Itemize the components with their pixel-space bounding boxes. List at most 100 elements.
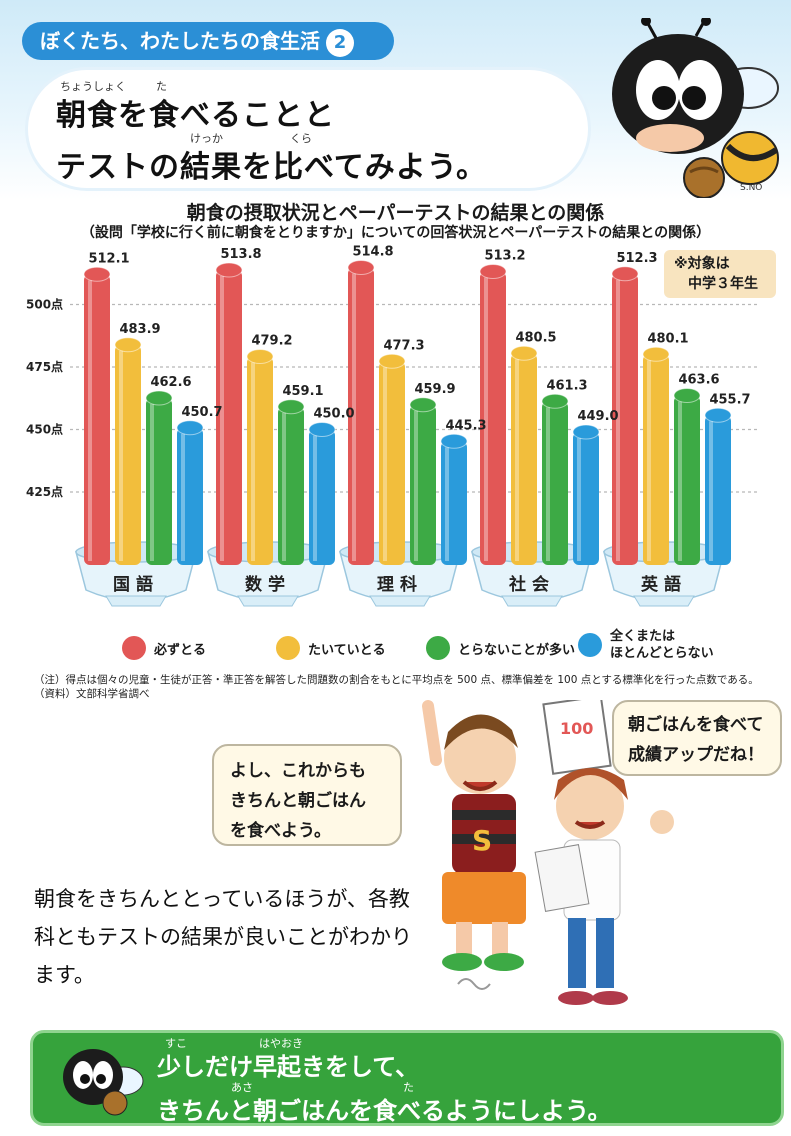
bar-cap: [673, 388, 701, 403]
bar-highlight: [150, 404, 154, 561]
bar-highlight: [220, 276, 224, 561]
ruby-ta-2: た: [403, 1081, 414, 1094]
headline-line1: 朝食を食べることと: [56, 98, 335, 133]
data-label: 514.8: [352, 245, 393, 260]
bubble-girl-line: 朝ごはんを食べて: [628, 715, 764, 735]
chart-source: （資料）文部科学省調べ: [34, 688, 150, 700]
chart-title: 朝食の摂取状況とペーパーテストの結果との関係: [186, 202, 605, 224]
bar-cap: [215, 262, 243, 278]
children-illustration: S 100: [422, 700, 674, 1005]
bar: [441, 441, 467, 565]
legend-label: とらないことが多い: [458, 642, 576, 658]
category-label: 数学: [245, 574, 291, 595]
bar-chart: 500点 475点 450点 425点 512.1 483.9 462.6 450.7 513…: [26, 245, 760, 607]
bar-highlight: [577, 438, 581, 561]
legend-item: とらないことが多い: [426, 636, 575, 660]
legend-swatch-yellow: [276, 636, 300, 660]
bar: [612, 273, 638, 565]
ruby-sukoshi: すこ: [165, 1037, 187, 1050]
chart-y-ticks: 500点 475点 450点 425点: [26, 297, 63, 500]
category-label: 理科: [377, 574, 423, 595]
bar: [146, 398, 172, 565]
target-note: ※対象は 中学３年生: [664, 250, 776, 298]
bar-cap: [83, 266, 111, 282]
category-label: 国語: [113, 574, 159, 595]
bar-highlight: [647, 360, 651, 561]
bar-cap: [704, 407, 732, 423]
bar: [348, 267, 374, 565]
ruby-asa: あさ: [231, 1081, 253, 1094]
bee-mascot-small-illustration: [63, 1049, 144, 1116]
chart-legend: 必ずとる たいていとる とらないことが多い 全くまたは ほとんどとらない: [0, 628, 791, 668]
bar: [309, 429, 335, 565]
bottom-message-band: すこ はやおき 少しだけ早起きをして、 あさ た きちんと朝ごはんを食べるように…: [30, 1030, 784, 1126]
data-label: 450.0: [313, 407, 354, 422]
bowl-foot: [237, 595, 299, 607]
bowl-foot: [369, 595, 431, 607]
bar-cap: [145, 390, 173, 406]
data-label: 512.3: [616, 251, 657, 266]
series-label: ぼくたち、わたしたちの食生活: [40, 29, 320, 53]
summary-line: 科ともテストの結果が良いことがわかり: [34, 925, 412, 949]
chart-subtitle: （設問「学校に行く前に朝食をとりますか」についての回答状況とペーパーテストの結果…: [80, 225, 711, 241]
bubble-boy-line: よし、これからも: [230, 761, 366, 781]
bar-highlight: [181, 433, 185, 561]
bar-cap: [277, 399, 305, 415]
data-label: 462.6: [150, 375, 191, 390]
chart-data-labels: 512.1 483.9 462.6 450.7 513.8 479.2 459.1 450.0…: [88, 245, 750, 434]
bar: [379, 361, 405, 565]
bar-cap: [308, 422, 336, 437]
data-label: 512.1: [88, 251, 129, 266]
bar-cap: [642, 346, 670, 362]
chart-footnote: （注）得点は個々の児童・生徒が正答・準正答を解答した問題数の割合をもとに平均点を…: [34, 674, 759, 686]
bar: [643, 354, 669, 565]
legend-swatch-green: [426, 636, 450, 660]
ruby-ta: た: [156, 80, 167, 93]
bar: [247, 356, 273, 565]
legend-item: 全くまたは ほとんどとらない: [578, 628, 714, 662]
data-label: 513.8: [220, 247, 261, 262]
category-label: 社会: [508, 574, 555, 595]
bee-mascot-illustration: S.NO: [612, 18, 779, 198]
bowl-foot: [501, 595, 563, 607]
bar: [115, 344, 141, 565]
legend-label: たいていとる: [308, 642, 386, 658]
bar-highlight: [119, 350, 123, 561]
legend-item: 必ずとる: [122, 636, 206, 660]
data-label: 463.6: [678, 373, 719, 388]
bottom-line1: 少しだけ早起きをして、: [157, 1053, 420, 1081]
bar-cap: [479, 264, 507, 279]
legend-item: たいていとる: [276, 636, 386, 660]
bar: [573, 432, 599, 565]
svg-text:S: S: [472, 824, 492, 857]
y-tick-label: 500点: [26, 297, 63, 312]
ruby-hayaoki: はやおき: [259, 1037, 303, 1050]
bar: [410, 404, 436, 565]
bar-highlight: [546, 407, 550, 561]
bar-highlight: [352, 273, 356, 561]
bubble-girl-line: 成績アップだね！: [628, 745, 764, 765]
chart-bars: [83, 260, 732, 565]
bar: [480, 271, 506, 565]
summary-line: ます。: [34, 963, 95, 987]
bar-highlight: [515, 359, 519, 561]
speech-bubble-boy: よし、これからも きちんと朝ごはん を食べよう。: [212, 744, 402, 846]
bar-highlight: [282, 412, 286, 561]
bowl-foot: [633, 595, 695, 607]
bar: [177, 427, 203, 565]
bar-highlight: [383, 367, 387, 561]
bowl-foot: [105, 595, 167, 607]
data-label: 449.0: [577, 409, 618, 424]
bar-cap: [510, 345, 538, 361]
data-label: 483.9: [119, 322, 160, 337]
bar-cap: [409, 397, 437, 413]
bar-highlight: [313, 435, 317, 561]
legend-label: ほとんどとらない: [610, 646, 714, 661]
series-header: ぼくたち、わたしたちの食生活 2: [22, 22, 394, 60]
bar-highlight: [678, 401, 682, 561]
bar-highlight: [616, 279, 620, 561]
bar: [542, 401, 568, 565]
ruby-kura: くら: [290, 132, 312, 145]
target-note-line2: 中学３年生: [688, 276, 758, 292]
legend-label: 必ずとる: [154, 642, 207, 658]
